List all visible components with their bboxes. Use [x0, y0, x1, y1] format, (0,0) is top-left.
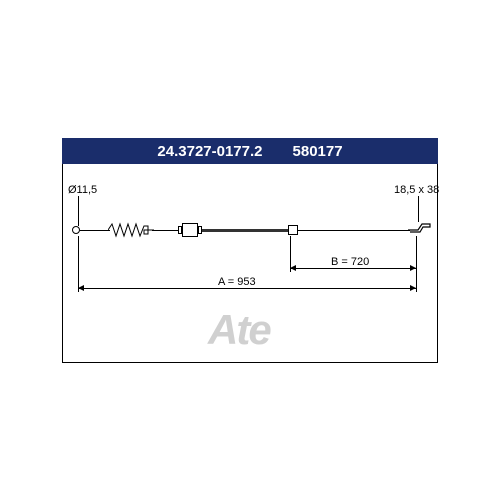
header-bar: 24.3727-0177.2 580177 [62, 138, 438, 164]
ball-end [72, 226, 80, 234]
logo-text: Ate [208, 306, 270, 353]
mid-fitting [288, 225, 298, 235]
part-number: 24.3727-0177.2 [157, 143, 262, 160]
cable-wire-3 [298, 230, 410, 231]
dim-b-line [290, 268, 416, 269]
dim-b-arrow-l [290, 265, 296, 271]
dim-a-label: A = 953 [215, 276, 259, 288]
diagram-canvas: { "header": { "part_number": "24.3727-01… [0, 0, 500, 500]
cable-wire-1 [80, 230, 110, 231]
ext-right [416, 236, 417, 292]
dim-b-arrow-r [410, 265, 416, 271]
hook-end-icon [408, 221, 434, 239]
brand-logo: Ate [208, 306, 270, 354]
enddim-leader [418, 196, 419, 222]
end-dim-label: 18,5 x 38 [394, 184, 439, 196]
main-fitting [182, 223, 198, 237]
diameter-label: Ø11,5 [68, 184, 97, 196]
ext-a-left [78, 236, 79, 292]
short-code: 580177 [293, 143, 343, 160]
dia-leader [78, 196, 79, 226]
cable-sheath [202, 229, 288, 232]
dim-a-line [78, 288, 416, 289]
boot-icon [108, 222, 154, 238]
dim-a-arrow-l [78, 285, 84, 291]
main-fitting-collar [178, 226, 182, 234]
dim-b-label: B = 720 [328, 256, 372, 268]
dim-a-arrow-r [410, 285, 416, 291]
